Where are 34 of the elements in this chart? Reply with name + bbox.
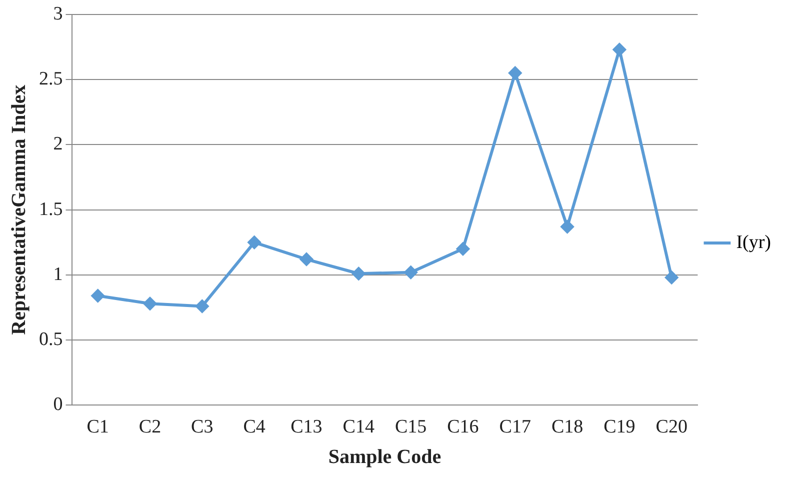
y-tick-label: 2.5 — [39, 68, 63, 90]
x-tick-label: C19 — [604, 416, 636, 438]
point — [404, 266, 418, 279]
y-tick-label: 0 — [53, 394, 63, 416]
x-axis-title: Sample Code — [328, 446, 442, 468]
point — [612, 43, 626, 56]
x-tick-label: C4 — [243, 416, 266, 438]
x-tick-label: C1 — [86, 416, 109, 438]
point — [352, 267, 366, 280]
x-tick-label: C17 — [499, 416, 531, 438]
legend-label: I(yr) — [736, 232, 772, 253]
x-tick-label: C2 — [138, 416, 162, 438]
y-axis-title: RepresentativeGamma Index — [8, 84, 30, 335]
point — [508, 66, 522, 80]
y-tick-label: 1.5 — [39, 198, 63, 220]
x-tick-label: C15 — [394, 416, 427, 438]
x-tick-label: C20 — [656, 416, 688, 438]
x-tick-label: C13 — [290, 416, 322, 438]
point — [560, 220, 574, 234]
point — [143, 297, 156, 310]
point — [248, 236, 261, 249]
x-tick-label: C3 — [191, 416, 214, 438]
point — [300, 252, 313, 266]
y-tick-label: 0.5 — [39, 329, 63, 350]
y-tick-label: 2 — [53, 134, 63, 155]
point — [91, 289, 104, 302]
y-tick-label: 1 — [53, 264, 63, 285]
x-tick-label: C18 — [551, 416, 584, 438]
y-tick-label: 3 — [53, 3, 63, 24]
x-tick-label: C14 — [342, 416, 375, 438]
point — [665, 271, 678, 284]
x-tick-label: C16 — [447, 416, 479, 438]
point — [456, 242, 470, 256]
point — [196, 300, 209, 313]
